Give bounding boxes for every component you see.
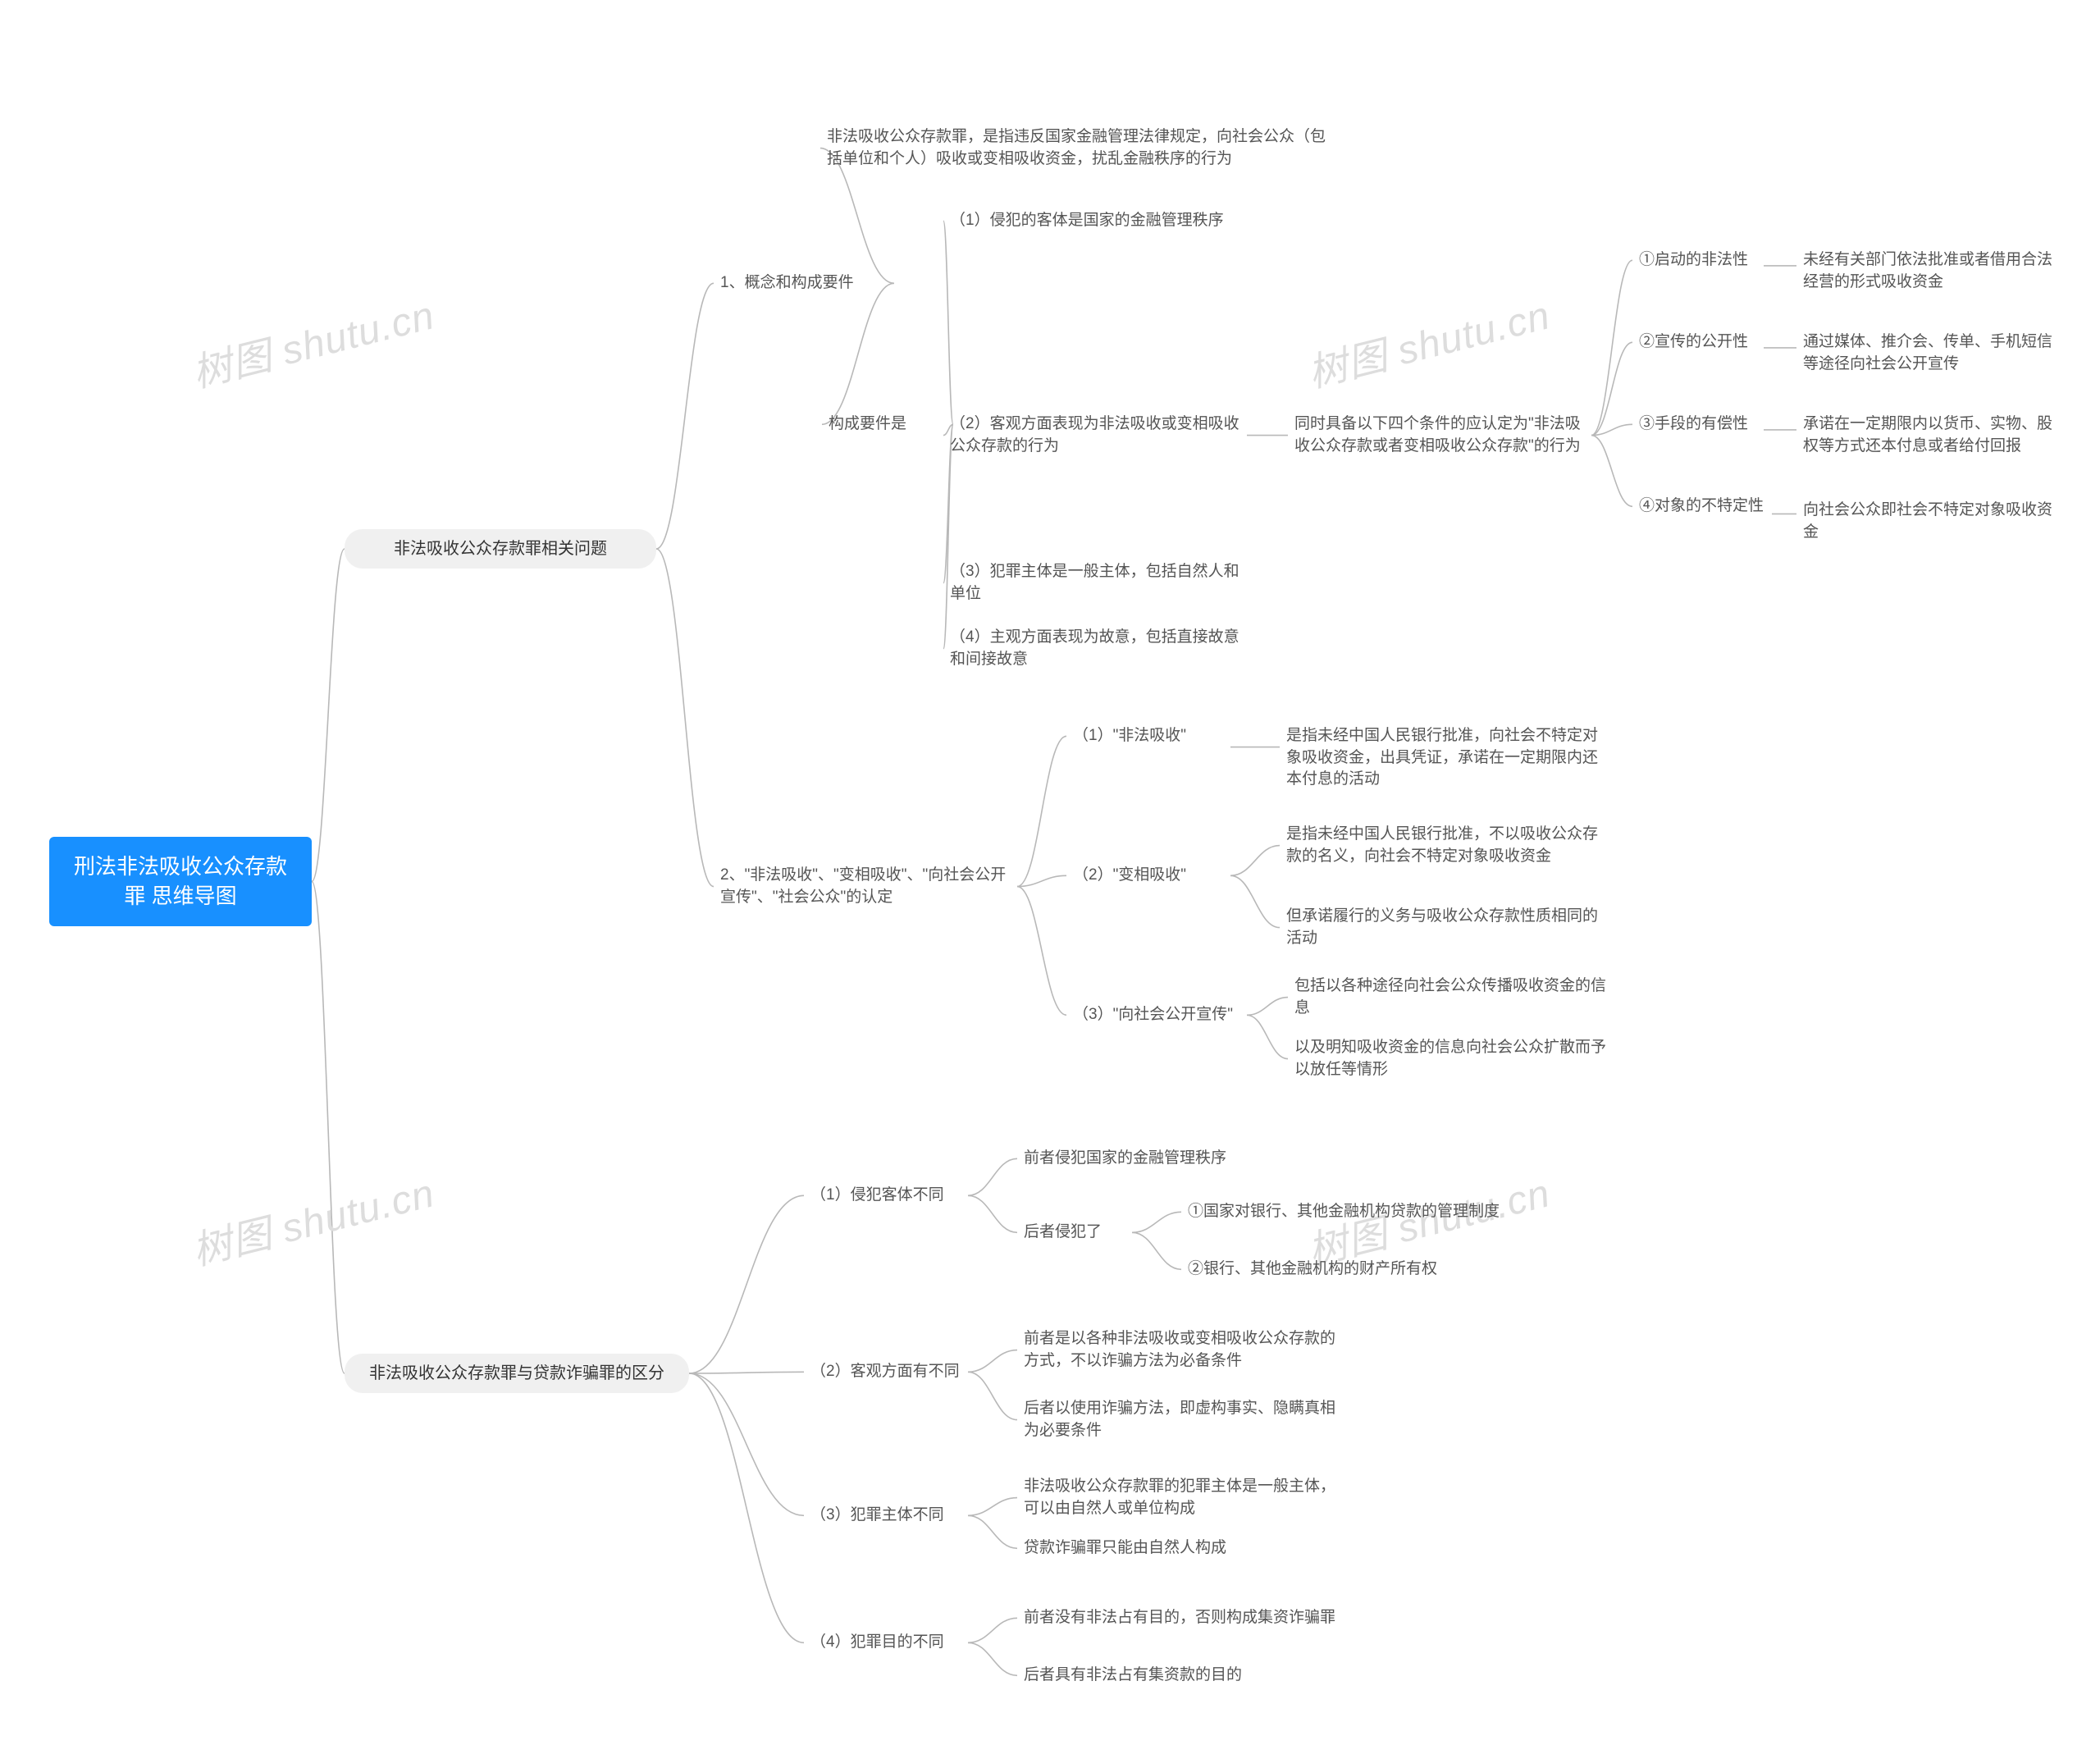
leaf-node: ②宣传的公开性: [1632, 328, 1764, 357]
branch-node: 非法吸收公众存款罪相关问题: [345, 529, 656, 569]
leaf-node: ①国家对银行、其他金融机构贷款的管理制度: [1181, 1198, 1509, 1227]
leaf-node: （2）"变相吸收": [1066, 861, 1230, 890]
leaf-node: 是指未经中国人民银行批准，不以吸收公众存款的名义，向社会不特定对象吸收资金: [1280, 820, 1608, 870]
leaf-node: 后者具有非法占有集资款的目的: [1017, 1661, 1280, 1690]
leaf-node: 向社会公众即社会不特定对象吸收资金: [1796, 496, 2067, 546]
leaf-node: 承诺在一定期限内以货币、实物、股权等方式还本付息或者给付回报: [1796, 410, 2067, 460]
leaf-node: （3）"向社会公开宣传": [1066, 1001, 1247, 1030]
leaf-node: 未经有关部门依法批准或者借用合法经营的形式吸收资金: [1796, 246, 2067, 296]
leaf-node: 是指未经中国人民银行批准，向社会不特定对象吸收资金，出具凭证，承诺在一定期限内还…: [1280, 722, 1608, 794]
leaf-node: （1）"非法吸收": [1066, 722, 1230, 751]
leaf-node: （2）客观方面有不同: [804, 1358, 968, 1386]
leaf-node: 非法吸收公众存款罪的犯罪主体是一般主体，可以由自然人或单位构成: [1017, 1473, 1345, 1523]
watermark: 树图 shutu.cn: [1301, 283, 1555, 399]
leaf-node: 同时具备以下四个条件的应认定为"非法吸收公众存款或者变相吸收公众存款"的行为: [1288, 410, 1591, 460]
leaf-node: 以及明知吸收资金的信息向社会公众扩散而予以放任等情形: [1288, 1034, 1616, 1084]
leaf-node: （4）主观方面表现为故意，包括直接故意和间接故意: [943, 624, 1247, 674]
leaf-node: 通过媒体、推介会、传单、手机短信等途径向社会公开宣传: [1796, 328, 2067, 378]
leaf-node: （1）侵犯客体不同: [804, 1181, 968, 1210]
leaf-node: 前者是以各种非法吸收或变相吸收公众存款的方式，不以诈骗方法为必备条件: [1017, 1325, 1345, 1375]
branch-node: 非法吸收公众存款罪与贷款诈骗罪的区分: [345, 1354, 689, 1393]
leaf-node: 包括以各种途径向社会公众传播吸收资金的信息: [1288, 972, 1616, 1022]
leaf-node: （2）客观方面表现为非法吸收或变相吸收公众存款的行为: [943, 410, 1247, 460]
leaf-node: 后者以使用诈骗方法，即虚构事实、隐瞒真相为必要条件: [1017, 1395, 1345, 1445]
leaf-node: 后者侵犯了: [1017, 1218, 1132, 1247]
leaf-node: （1）侵犯的客体是国家的金融管理秩序: [943, 207, 1239, 235]
leaf-node: （3）犯罪主体不同: [804, 1501, 968, 1530]
leaf-node: 非法吸收公众存款罪，是指违反国家金融管理法律规定，向社会公众（包括单位和个人）吸…: [820, 123, 1345, 173]
leaf-node: 1、概念和构成要件: [714, 269, 894, 298]
leaf-node: 前者侵犯国家的金融管理秩序: [1017, 1144, 1247, 1173]
leaf-node: 2、"非法吸收"、"变相吸收"、"向社会公开宣传"、"社会公众"的认定: [714, 861, 1017, 911]
leaf-node: ③手段的有偿性: [1632, 410, 1764, 439]
leaf-node: 但承诺履行的义务与吸收公众存款性质相同的活动: [1280, 902, 1608, 952]
root-node: 刑法非法吸收公众存款罪 思维导图: [49, 837, 312, 926]
mindmap-stage: 树图 shutu.cn树图 shutu.cn树图 shutu.cn树图 shut…: [0, 0, 2100, 1745]
leaf-node: ①启动的非法性: [1632, 246, 1764, 275]
leaf-node: 贷款诈骗罪只能由自然人构成: [1017, 1534, 1263, 1563]
leaf-node: （3）犯罪主体是一般主体，包括自然人和单位: [943, 558, 1247, 608]
leaf-node: ④对象的不特定性: [1632, 492, 1772, 521]
leaf-node: （4）犯罪目的不同: [804, 1629, 968, 1657]
watermark: 树图 shutu.cn: [185, 1161, 440, 1277]
leaf-node: 构成要件是: [822, 410, 953, 439]
watermark: 树图 shutu.cn: [185, 283, 440, 399]
leaf-node: ②银行、其他金融机构的财产所有权: [1181, 1255, 1477, 1284]
leaf-node: 前者没有非法占有目的，否则构成集资诈骗罪: [1017, 1604, 1345, 1633]
